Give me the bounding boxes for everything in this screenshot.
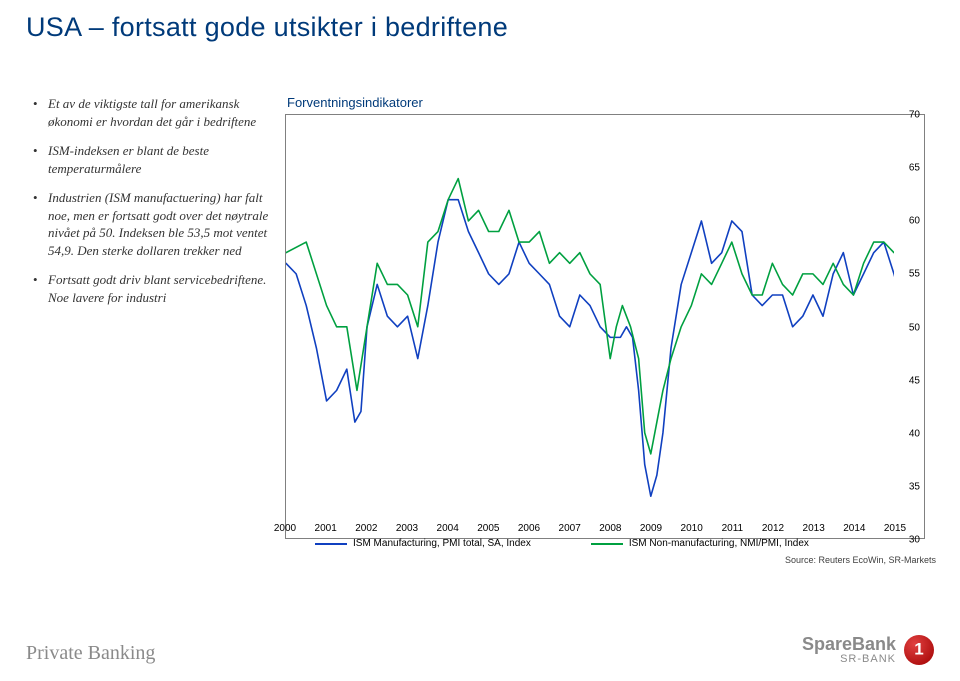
private-banking-label: Private Banking bbox=[26, 642, 155, 665]
x-tick-label: 2001 bbox=[315, 523, 337, 534]
x-tick-label: 2012 bbox=[762, 523, 784, 534]
chart-title: Forventningsindikatorer bbox=[287, 95, 940, 110]
footer: Private Banking SpareBank SR-BANK bbox=[26, 634, 934, 665]
x-tick-label: 2000 bbox=[274, 523, 296, 534]
x-axis-labels: 2000200120022003200420052006200720082009… bbox=[285, 523, 910, 537]
x-tick-label: 2006 bbox=[518, 523, 540, 534]
chart-box: 303540455055606570 bbox=[285, 114, 925, 539]
chart-container: Forventningsindikatorer 3035404550556065… bbox=[285, 95, 940, 539]
logo-main-text: SpareBank bbox=[802, 634, 896, 655]
bullet-item: Industrien (ISM manufactuering) har falt… bbox=[30, 189, 275, 259]
x-tick-label: 2009 bbox=[640, 523, 662, 534]
y-tick-label: 35 bbox=[909, 481, 920, 492]
x-tick-label: 2007 bbox=[559, 523, 581, 534]
bullet-item: Fortsatt godt driv blant servicebedrifte… bbox=[30, 271, 275, 306]
legend-item: ISM Non-manufacturing, NMI/PMI, Index bbox=[591, 538, 809, 549]
legend-swatch bbox=[591, 543, 623, 545]
chart-legend: ISM Manufacturing, PMI total, SA, Index … bbox=[315, 538, 940, 549]
y-tick-label: 45 bbox=[909, 375, 920, 386]
chart-source: Source: Reuters EcoWin, SR-Markets bbox=[785, 555, 936, 565]
y-tick-label: 65 bbox=[909, 163, 920, 174]
legend-item: ISM Manufacturing, PMI total, SA, Index bbox=[315, 538, 531, 549]
x-tick-label: 2013 bbox=[803, 523, 825, 534]
bullet-item: Et av de viktigste tall for amerikansk ø… bbox=[30, 95, 275, 130]
logo-ball-icon bbox=[904, 635, 934, 665]
legend-label: ISM Manufacturing, PMI total, SA, Index bbox=[353, 538, 531, 549]
bullet-item: ISM-indeksen er blant de beste temperatu… bbox=[30, 142, 275, 177]
x-tick-label: 2015 bbox=[884, 523, 906, 534]
y-tick-label: 40 bbox=[909, 428, 920, 439]
bullet-list: Et av de viktigste tall for amerikansk ø… bbox=[30, 95, 285, 539]
x-tick-label: 2004 bbox=[437, 523, 459, 534]
page-title: USA – fortsatt gode utsikter i bedriften… bbox=[26, 12, 508, 43]
sparebank-logo: SpareBank SR-BANK bbox=[802, 634, 934, 665]
legend-label: ISM Non-manufacturing, NMI/PMI, Index bbox=[629, 538, 809, 549]
x-tick-label: 2010 bbox=[681, 523, 703, 534]
content-area: Et av de viktigste tall for amerikansk ø… bbox=[30, 95, 940, 539]
y-tick-label: 70 bbox=[909, 110, 920, 121]
x-tick-label: 2005 bbox=[477, 523, 499, 534]
line-chart-svg bbox=[286, 115, 894, 539]
y-axis-labels: 303540455055606570 bbox=[896, 115, 920, 538]
legend-swatch bbox=[315, 543, 347, 545]
y-tick-label: 55 bbox=[909, 269, 920, 280]
y-tick-label: 50 bbox=[909, 322, 920, 333]
x-tick-label: 2002 bbox=[355, 523, 377, 534]
x-tick-label: 2011 bbox=[722, 523, 744, 534]
y-tick-label: 60 bbox=[909, 216, 920, 227]
x-tick-label: 2008 bbox=[599, 523, 621, 534]
x-tick-label: 2003 bbox=[396, 523, 418, 534]
x-tick-label: 2014 bbox=[843, 523, 865, 534]
